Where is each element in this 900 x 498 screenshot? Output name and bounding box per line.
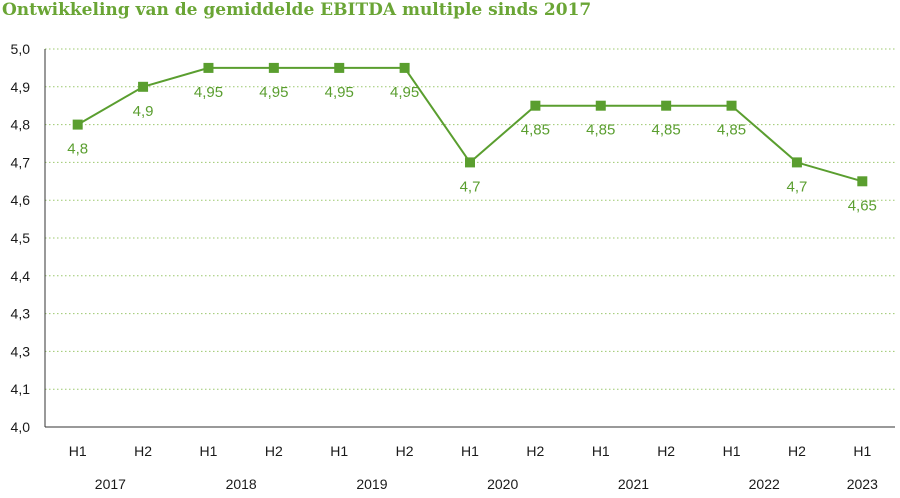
gridlines <box>45 48 895 390</box>
y-tick-label: 5,0 <box>11 41 31 57</box>
y-tick-label: 4,1 <box>11 381 31 397</box>
y-tick-label: 4,3 <box>11 343 31 359</box>
data-point-marker <box>726 100 737 111</box>
y-tick-label: 4,7 <box>11 154 31 170</box>
y-tick-label: 4,9 <box>11 79 31 95</box>
data-point-marker <box>465 157 475 168</box>
data-label: 4,7 <box>786 178 807 195</box>
x-tick-label: H2 <box>396 443 414 459</box>
year-label: 2021 <box>618 476 649 492</box>
year-label: 2023 <box>847 476 878 492</box>
data-series <box>72 62 868 187</box>
year-label: 2019 <box>356 476 387 492</box>
x-tick-label: H1 <box>461 443 479 459</box>
year-label: 2018 <box>226 476 257 492</box>
x-axis-year-labels: 2017 2018 2019 2020 2021 2022 2023 <box>95 476 878 492</box>
x-tick-label: H2 <box>134 443 152 459</box>
data-label: 4,95 <box>390 84 419 101</box>
data-label: 4,85 <box>652 122 681 139</box>
data-label: 4,95 <box>194 84 223 101</box>
x-tick-label: H1 <box>853 443 871 459</box>
data-point-marker <box>138 81 149 92</box>
year-label: 2022 <box>749 476 780 492</box>
year-label: 2017 <box>95 476 126 492</box>
y-tick-label: 4,6 <box>11 192 31 208</box>
data-point-marker <box>595 100 606 111</box>
axes <box>44 49 895 428</box>
x-tick-label: H2 <box>788 443 806 459</box>
x-tick-label: H1 <box>69 443 87 459</box>
data-point-marker <box>334 62 345 73</box>
data-point-marker <box>661 100 672 111</box>
data-point-marker <box>268 62 279 73</box>
y-tick-label: 4,8 <box>11 117 31 133</box>
x-tick-label: H1 <box>723 443 741 459</box>
data-label: 4,85 <box>586 122 615 139</box>
x-tick-label: H1 <box>330 443 348 459</box>
data-point-marker <box>72 119 83 130</box>
data-label: 4,95 <box>259 84 288 101</box>
year-label: 2020 <box>487 476 518 492</box>
data-point-marker <box>203 62 214 73</box>
data-point-marker <box>857 176 868 187</box>
x-tick-label: H1 <box>200 443 218 459</box>
x-tick-label: H2 <box>265 443 283 459</box>
y-tick-label: 4,3 <box>11 306 31 322</box>
x-tick-label: H1 <box>592 443 610 459</box>
data-point-marker <box>399 62 410 73</box>
data-label: 4,7 <box>460 178 481 195</box>
y-tick-label: 4,0 <box>11 419 31 435</box>
data-label: 4,9 <box>133 103 154 120</box>
data-labels: 4,8 4,9 4,95 4,95 4,95 4,95 4,7 4,85 4,85 4,85 4,8… <box>67 84 877 214</box>
data-label: 4,95 <box>325 84 354 101</box>
y-axis-tick-labels: 4,0 4,1 4,3 4,3 4,4 4,5 4,6 4,7 4,8 4,9 5,0 <box>11 41 31 435</box>
chart-title: Ontwikkeling van de gemiddelde EBITDA mu… <box>2 0 592 20</box>
x-tick-label: H2 <box>657 443 675 459</box>
data-point-marker <box>791 157 802 168</box>
data-label: 4,85 <box>521 122 550 139</box>
data-label: 4,8 <box>67 141 88 158</box>
x-axis-tick-labels: H1 H2 H1 H2 H1 H2 H1 H2 H1 H2 H1 H2 H1 <box>69 443 872 459</box>
y-tick-label: 4,5 <box>11 230 31 246</box>
data-label: 4,85 <box>717 122 746 139</box>
data-point-marker <box>530 100 541 111</box>
data-label: 4,65 <box>848 197 877 214</box>
x-tick-label: H2 <box>526 443 544 459</box>
y-tick-label: 4,4 <box>11 268 31 284</box>
